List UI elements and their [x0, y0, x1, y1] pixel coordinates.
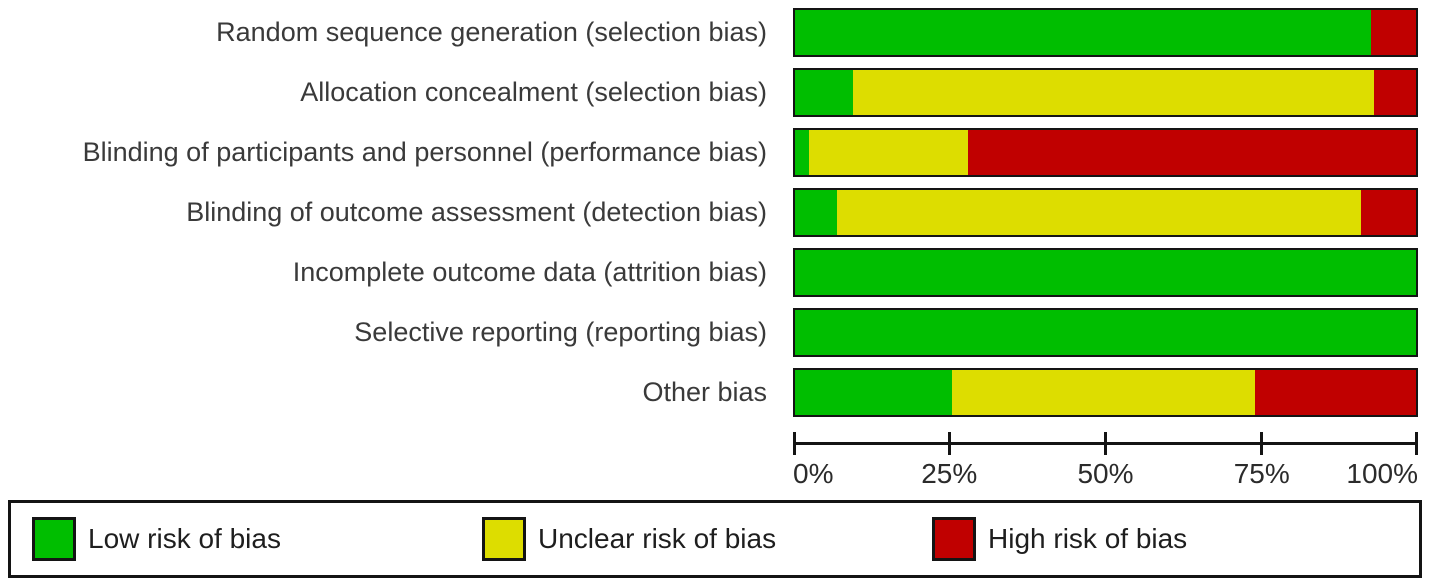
chart-row: Other bias [0, 368, 1430, 417]
bar-segment-low [795, 70, 853, 115]
chart-row: Blinding of participants and personnel (… [0, 128, 1430, 177]
x-axis-tick-label: 100% [1346, 458, 1418, 489]
category-label: Random sequence generation (selection bi… [216, 17, 767, 47]
chart-row: Random sequence generation (selection bi… [0, 8, 1430, 57]
chart-row: Blinding of outcome assessment (detectio… [0, 188, 1430, 237]
stacked-bar [793, 188, 1418, 237]
x-axis-tick [793, 432, 796, 455]
stacked-bar [793, 368, 1418, 417]
x-axis-tick-label: 25% [921, 458, 978, 489]
chart-rows: Random sequence generation (selection bi… [0, 8, 1430, 417]
category-label: Blinding of participants and personnel (… [82, 137, 767, 167]
category-label: Other bias [642, 377, 767, 407]
x-axis-tick-label: 75% [1233, 458, 1290, 489]
legend-swatch-low [32, 517, 76, 561]
category-label: Allocation concealment (selection bias) [300, 77, 767, 107]
legend-item: Low risk of bias [32, 503, 281, 575]
chart-row: Selective reporting (reporting bias) [0, 308, 1430, 357]
bar-segment-low [795, 370, 953, 415]
chart-row: Allocation concealment (selection bias) [0, 68, 1430, 117]
bar-segment-low [795, 130, 810, 175]
category-label: Blinding of outcome assessment (detectio… [186, 197, 767, 227]
stacked-bar [793, 8, 1418, 57]
legend-label: High risk of bias [988, 523, 1188, 554]
legend-label: Unclear risk of bias [538, 523, 777, 554]
bar-segment-low [795, 190, 838, 235]
bar-segment-unclear [809, 130, 969, 175]
x-axis-labels: 0% 25% 50% 75% 100% [793, 458, 1418, 490]
bar-segment-high [968, 130, 1416, 175]
bar-segment-high [1371, 10, 1416, 55]
category-label: Incomplete outcome data (attrition bias) [292, 257, 767, 287]
stacked-bar [793, 68, 1418, 117]
legend-item: High risk of bias [932, 503, 1187, 575]
x-axis-tick [947, 432, 951, 455]
legend-label: Low risk of bias [88, 523, 281, 554]
stacked-bar [793, 308, 1418, 357]
bar-segment-low [795, 310, 1416, 355]
bar-segment-unclear [837, 190, 1361, 235]
bar-segment-high [1360, 190, 1416, 235]
stacked-bar [793, 248, 1418, 297]
stacked-bar [793, 128, 1418, 177]
legend: Low risk of bias Unclear risk of bias High… [8, 500, 1422, 578]
bar-segment-high [1374, 70, 1416, 115]
bar-segment-high [1254, 370, 1416, 415]
x-axis-tick [1260, 432, 1264, 455]
bar-segment-unclear [952, 370, 1255, 415]
bar-segment-low [795, 10, 1372, 55]
category-label: Selective reporting (reporting bias) [354, 317, 767, 347]
legend-swatch-unclear [482, 517, 526, 561]
legend-swatch-high [932, 517, 976, 561]
x-axis-tick [1415, 432, 1418, 455]
x-axis: 0% 25% 50% 75% 100% [793, 428, 1418, 490]
chart-row: Incomplete outcome data (attrition bias) [0, 248, 1430, 297]
x-axis-tick-label: 50% [1077, 458, 1134, 489]
bar-segment-unclear [852, 70, 1375, 115]
x-axis-tick-label: 0% [793, 458, 834, 489]
x-axis-tick [1104, 432, 1107, 455]
bar-segment-low [795, 250, 1416, 295]
legend-item: Unclear risk of bias [482, 503, 776, 575]
